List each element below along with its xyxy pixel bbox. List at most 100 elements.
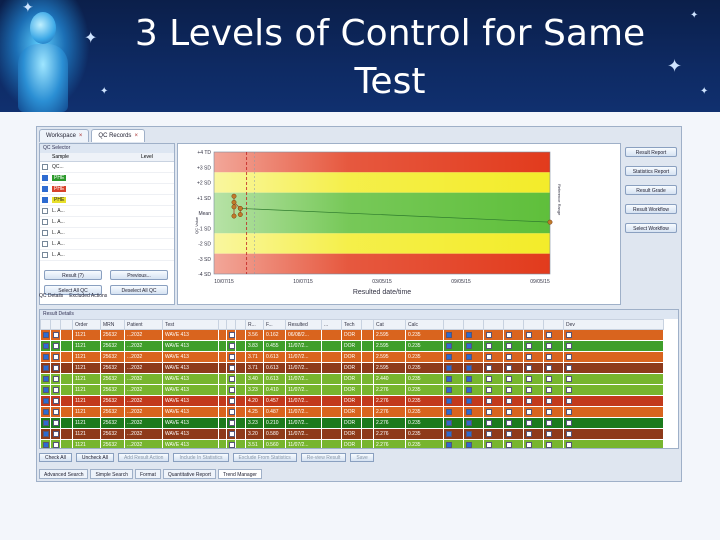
table-cell[interactable] [226, 373, 236, 385]
column-header[interactable] [463, 319, 484, 330]
table-cell[interactable] [226, 384, 236, 396]
row-checkbox[interactable] [486, 364, 492, 371]
row-checkbox[interactable] [506, 441, 512, 448]
table-cell[interactable] [503, 439, 524, 448]
row-checkbox[interactable] [229, 441, 235, 448]
table-cell[interactable] [543, 340, 564, 352]
table-cell[interactable] [40, 373, 51, 385]
row-checkbox[interactable] [486, 342, 492, 349]
table-cell[interactable] [463, 406, 484, 418]
table-cell[interactable] [50, 406, 61, 418]
row-checkbox[interactable] [229, 419, 235, 426]
column-header[interactable]: Tech [341, 319, 362, 330]
table-cell[interactable] [543, 351, 564, 363]
column-header[interactable]: Calc [405, 319, 444, 330]
table-cell[interactable] [226, 340, 236, 352]
table-row[interactable]: 1121 25632 ...2032 WAVE 413 3.23 0.210 11/07/2… [40, 417, 664, 429]
table-cell[interactable] [226, 406, 236, 418]
row-checkbox[interactable] [53, 430, 59, 437]
table-cell[interactable] [40, 417, 51, 429]
table-cell[interactable] [40, 384, 51, 396]
row-checkbox[interactable] [486, 419, 492, 426]
table-cell[interactable] [40, 362, 51, 374]
row-checkbox[interactable] [43, 342, 49, 349]
table-row[interactable]: 1121 25632 ...2032 WAVE 413 3.40 0.613 11/07/2… [40, 373, 664, 385]
column-header[interactable] [543, 319, 564, 330]
row-checkbox[interactable] [526, 364, 532, 371]
table-cell[interactable] [483, 351, 504, 363]
deselect-all-qc-button[interactable]: Deselect All QC [110, 285, 168, 295]
column-header[interactable] [50, 319, 61, 330]
row-checkbox[interactable] [566, 441, 572, 448]
close-icon[interactable]: × [78, 133, 83, 139]
row-checkbox[interactable] [229, 375, 235, 382]
table-cell[interactable] [463, 329, 484, 341]
tree-row[interactable]: L. A... [40, 250, 174, 261]
row-checkbox[interactable] [506, 408, 512, 415]
row-checkbox[interactable] [42, 219, 48, 225]
row-checkbox[interactable] [446, 331, 452, 338]
row-checkbox[interactable] [53, 408, 59, 415]
column-header[interactable]: Resulted [285, 319, 322, 330]
table-cell[interactable] [563, 373, 664, 385]
row-checkbox[interactable] [42, 252, 48, 258]
column-header-sample[interactable]: Sample [52, 154, 69, 160]
row-checkbox[interactable] [43, 386, 49, 393]
tab-simple-search[interactable]: Simple Search [90, 469, 133, 479]
row-checkbox[interactable] [486, 353, 492, 360]
row-checkbox[interactable] [526, 430, 532, 437]
row-checkbox[interactable] [526, 419, 532, 426]
row-checkbox[interactable] [466, 331, 472, 338]
table-cell[interactable] [226, 439, 236, 448]
table-cell[interactable] [523, 439, 544, 448]
table-cell[interactable] [503, 340, 524, 352]
table-cell[interactable] [226, 417, 236, 429]
close-icon[interactable]: × [134, 133, 138, 139]
table-cell[interactable] [503, 395, 524, 407]
toolbar-button-add-result-action[interactable]: Add Result Action [117, 453, 170, 462]
tab-qc-details[interactable]: QC Details [39, 293, 64, 299]
row-checkbox[interactable] [446, 441, 452, 448]
row-checkbox[interactable] [446, 386, 452, 393]
row-checkbox[interactable] [506, 397, 512, 404]
table-cell[interactable] [463, 384, 484, 396]
row-checkbox[interactable] [526, 331, 532, 338]
row-checkbox[interactable] [466, 342, 472, 349]
row-checkbox[interactable] [42, 197, 48, 203]
table-cell[interactable] [463, 340, 484, 352]
row-checkbox[interactable] [466, 375, 472, 382]
row-checkbox[interactable] [53, 419, 59, 426]
table-row[interactable]: 1121 25632 ...2032 WAVE 413 3.83 0.455 11/07/2… [40, 340, 664, 352]
row-checkbox[interactable] [526, 375, 532, 382]
row-checkbox[interactable] [566, 386, 572, 393]
table-cell[interactable] [563, 351, 664, 363]
side-button-statistics-report[interactable]: Statistics Report [625, 166, 677, 176]
column-header[interactable]: Cat [373, 319, 406, 330]
row-checkbox[interactable] [446, 397, 452, 404]
row-checkbox[interactable] [43, 430, 49, 437]
row-checkbox[interactable] [566, 408, 572, 415]
row-checkbox[interactable] [446, 408, 452, 415]
row-checkbox[interactable] [229, 430, 235, 437]
table-cell[interactable] [443, 329, 464, 341]
row-checkbox[interactable] [466, 430, 472, 437]
toolbar-button-check-all[interactable]: Check All [39, 453, 72, 462]
table-cell[interactable] [443, 406, 464, 418]
row-checkbox[interactable] [446, 364, 452, 371]
row-checkbox[interactable] [43, 375, 49, 382]
table-cell[interactable] [543, 406, 564, 418]
row-checkbox[interactable] [546, 364, 552, 371]
column-header[interactable] [235, 319, 246, 330]
table-cell[interactable] [523, 395, 544, 407]
table-cell[interactable] [50, 329, 61, 341]
table-cell[interactable] [523, 384, 544, 396]
row-checkbox[interactable] [43, 441, 49, 448]
table-cell[interactable] [523, 428, 544, 440]
column-header[interactable]: Test [162, 319, 219, 330]
column-header[interactable]: Order [72, 319, 101, 330]
column-header[interactable] [361, 319, 374, 330]
table-cell[interactable] [503, 417, 524, 429]
table-row[interactable]: 1121 25632 ...2032 WAVE 413 4.20 0.457 11/07/2… [40, 395, 664, 407]
table-cell[interactable] [50, 373, 61, 385]
row-checkbox[interactable] [53, 331, 59, 338]
